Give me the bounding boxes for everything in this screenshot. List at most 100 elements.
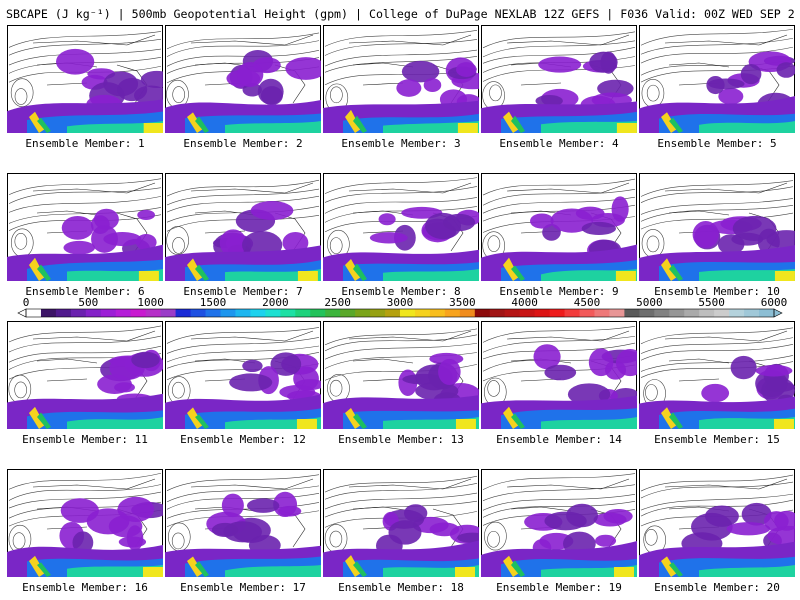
colorbar-frame [25,308,775,318]
colorbar-tick-label: 500 [78,296,99,309]
colorbar-bin [160,309,177,317]
ensemble-map [639,321,795,429]
colorbar-bin [190,309,207,317]
ensemble-map [165,469,321,577]
colorbar-bin [429,309,446,317]
colorbar-bin [385,309,401,317]
ensemble-map [481,321,637,429]
colorbar-bin [70,309,87,317]
ensemble-map [165,25,321,133]
ensemble-map [639,25,795,133]
colorbar-bin [549,309,566,317]
colorbar-bin [564,309,581,317]
colorbar-bin [85,309,102,317]
colorbar-right-arrow [773,308,783,318]
sbcape-colorbar: 0 500 1000 1500 2000 2500 3000 3500 4000 4500 5000… [0,296,800,320]
colorbar-bin [340,309,356,317]
ensemble-member-label: Ensemble Member: 18 [338,581,464,594]
colorbar-bin [40,309,57,317]
ensemble-member-label: Ensemble Member: 9 [499,285,619,298]
colorbar-tick-label: 1000 [137,296,164,309]
ensemble-map [481,469,637,577]
ensemble-map [639,173,795,281]
colorbar-bin [55,309,72,317]
ensemble-panel: Ensemble Member: 7 [165,173,321,298]
ensemble-panel: Ensemble Member: 18 [323,469,479,594]
colorbar-bin [594,309,610,317]
colorbar-bin [669,309,685,317]
colorbar-tick-label: 4000 [511,296,538,309]
ensemble-panel: Ensemble Member: 19 [481,469,637,594]
colorbar-bin [280,309,296,317]
colorbar-bin [624,309,640,317]
colorbar-bin [699,309,715,317]
colorbar-tick-label: 1500 [199,296,227,309]
ensemble-member-label: Ensemble Member: 8 [341,285,461,298]
ensemble-panel: Ensemble Member: 5 [639,25,795,150]
ensemble-map [165,173,321,281]
colorbar-bin [714,309,730,317]
colorbar-tick-label: 5500 [698,296,725,309]
ensemble-member-label: Ensemble Member: 4 [499,137,619,150]
colorbar-bin [355,309,371,317]
ensemble-map [165,321,321,429]
colorbar-bin [504,309,521,317]
colorbar-bin [444,309,461,317]
colorbar-bin [400,309,416,317]
ensemble-member-label: Ensemble Member: 13 [338,433,464,446]
colorbar-left-arrow [17,308,27,318]
ensemble-member-label: Ensemble Member: 20 [654,581,780,594]
colorbar-tick-label: 0 [22,296,30,309]
ensemble-member-label: Ensemble Member: 11 [22,433,148,446]
colorbar-bin [130,309,147,317]
colorbar-bin [26,309,42,317]
colorbar-bin [609,309,625,317]
colorbar-bin [639,309,655,317]
colorbar-tick-label: 2500 [324,296,351,309]
ensemble-panel: Ensemble Member: 12 [165,321,321,446]
colorbar-tick-label: 4500 [573,296,601,309]
colorbar-bin [534,309,551,317]
colorbar-bin [744,309,760,317]
colorbar-tick-label: 3500 [449,296,476,309]
ensemble-map [7,469,163,577]
colorbar-bin [654,309,670,317]
ensemble-panel: Ensemble Member: 11 [7,321,163,446]
ensemble-panel: Ensemble Member: 13 [323,321,479,446]
colorbar-bin [519,309,536,317]
ensemble-panel: Ensemble Member: 8 [323,173,479,298]
ensemble-panel: Ensemble Member: 20 [639,469,795,594]
ensemble-member-label: Ensemble Member: 16 [22,581,148,594]
colorbar-bin [250,309,266,317]
colorbar-tick-label: 3000 [386,296,414,309]
map-title: SBCAPE (J kg⁻¹) | 500mb Geopotential Hei… [6,7,794,21]
colorbar-bin [235,309,251,317]
colorbar-bin [489,309,506,317]
ensemble-map [481,25,637,133]
colorbar-bin [145,309,162,317]
ensemble-map [323,173,479,281]
colorbar-bin [759,309,775,317]
ensemble-map [7,321,163,429]
colorbar-bin [684,309,700,317]
colorbar-bin [414,309,431,317]
colorbar-bin [205,309,221,317]
ensemble-map [481,173,637,281]
ensemble-map [323,25,479,133]
colorbar-bin [370,309,386,317]
ensemble-map [323,469,479,577]
ensemble-panel: Ensemble Member: 2 [165,25,321,150]
ensemble-map [323,321,479,429]
colorbar-bin [474,309,491,317]
colorbar-bin [579,309,595,317]
ensemble-panel: Ensemble Member: 16 [7,469,163,594]
colorbar-bin [325,309,341,317]
ensemble-map [7,25,163,133]
ensemble-panel: Ensemble Member: 15 [639,321,795,446]
ensemble-member-label: Ensemble Member: 10 [654,285,780,298]
ensemble-panel: Ensemble Member: 9 [481,173,637,298]
ensemble-map [7,173,163,281]
ensemble-panel: Ensemble Member: 14 [481,321,637,446]
colorbar-tick-label: 6000 [760,296,788,309]
colorbar-bin [729,309,745,317]
